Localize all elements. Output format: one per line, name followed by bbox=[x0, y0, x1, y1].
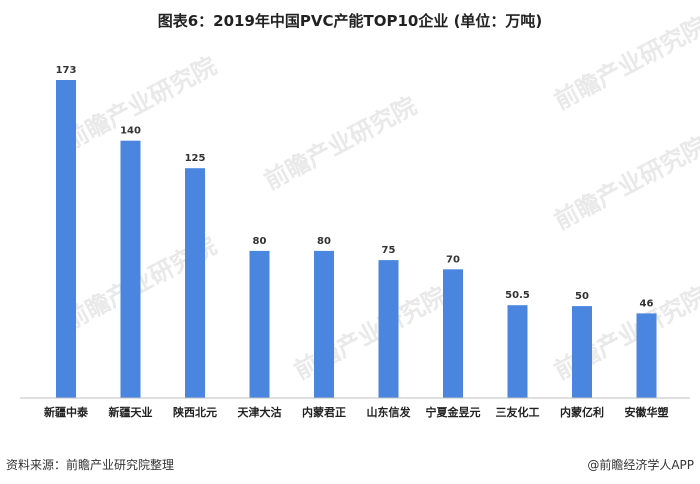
value-label: 140 bbox=[120, 126, 141, 137]
watermark-text: 前瞻产业研究院 bbox=[550, 12, 700, 116]
watermark-text: 前瞻产业研究院 bbox=[60, 52, 221, 156]
bar-8 bbox=[572, 306, 592, 398]
value-label: 46 bbox=[640, 298, 654, 309]
value-label: 50.5 bbox=[505, 290, 530, 301]
bars-group bbox=[56, 80, 657, 398]
category-label: 宁夏金昱元 bbox=[426, 405, 481, 419]
credit-note: @前瞻经济学人APP bbox=[587, 458, 694, 472]
category-label: 内蒙君正 bbox=[302, 405, 346, 419]
category-label: 新疆中泰 bbox=[44, 405, 89, 419]
value-label: 125 bbox=[185, 153, 206, 164]
value-label: 75 bbox=[382, 245, 396, 256]
chart-title: 图表6：2019年中国PVC产能TOP10企业 (单位：万吨) bbox=[157, 12, 543, 30]
labels-group: 173 新疆中泰 140 新疆天业 125 陕西北元 80 天津大沽 80 内蒙君正 75 山东信发 7… bbox=[44, 65, 669, 419]
category-label: 山东信发 bbox=[367, 405, 412, 419]
bar-6 bbox=[443, 269, 463, 398]
bar-1 bbox=[120, 140, 141, 398]
bar-7 bbox=[507, 305, 528, 398]
value-label: 80 bbox=[317, 236, 331, 247]
source-note: 资料来源：前瞻产业研究院整理 bbox=[6, 458, 175, 472]
category-label: 陕西北元 bbox=[173, 405, 217, 419]
value-label: 50 bbox=[575, 291, 589, 302]
bar-4 bbox=[314, 250, 334, 398]
category-label: 内蒙亿利 bbox=[560, 405, 604, 419]
category-label: 安徽华塑 bbox=[625, 405, 669, 419]
category-label: 天津大沽 bbox=[238, 405, 282, 419]
value-label: 173 bbox=[56, 65, 77, 76]
bar-0 bbox=[56, 80, 76, 398]
bar-3 bbox=[249, 250, 270, 398]
category-label: 三友化工 bbox=[496, 405, 540, 419]
watermark-text: 前瞻产业研究院 bbox=[290, 282, 451, 386]
bar-5 bbox=[378, 260, 399, 398]
category-label: 新疆天业 bbox=[109, 405, 153, 419]
watermark-text: 前瞻产业研究院 bbox=[550, 132, 700, 236]
bar-9 bbox=[636, 313, 657, 398]
bar-2 bbox=[185, 168, 205, 398]
watermark-text: 前瞻产业研究院 bbox=[260, 92, 421, 196]
value-label: 80 bbox=[253, 236, 267, 247]
value-label: 70 bbox=[446, 254, 460, 265]
